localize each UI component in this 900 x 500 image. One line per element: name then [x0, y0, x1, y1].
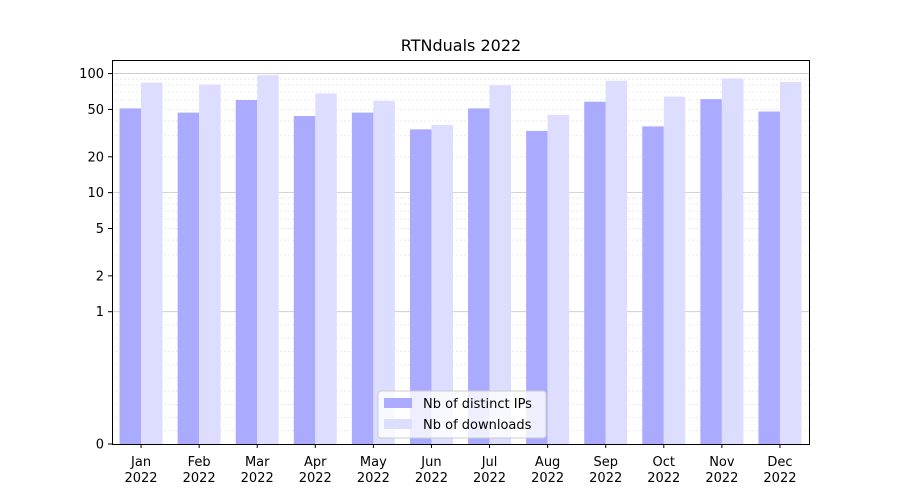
chart-title: RTNduals 2022 [401, 36, 521, 55]
bar-downloads-may [373, 100, 395, 444]
bar-downloads-mar [257, 75, 279, 445]
y-tick-label: 2 [96, 269, 104, 284]
bar-distinct-ips-jan [119, 108, 142, 445]
y-tick-label: 5 [96, 222, 104, 237]
bar-distinct-ips-jul [468, 108, 490, 445]
bar-downloads-feb [199, 84, 221, 444]
bar-distinct-ips-apr [293, 116, 316, 445]
legend-swatch [384, 419, 412, 429]
x-tick-label: Mar 2022 [241, 455, 274, 486]
legend-swatch [384, 398, 412, 408]
bar-downloads-dec [779, 81, 802, 444]
y-tick-label: 10 [87, 186, 104, 201]
y-axis: 0 1 2 5 10 20 50 100 [79, 67, 112, 453]
bar-distinct-ips-sep [584, 101, 606, 444]
bar-downloads-aug [547, 114, 570, 444]
bars [119, 75, 802, 445]
x-tick-label: May 2022 [357, 455, 390, 486]
bar-distinct-ips-feb [177, 112, 200, 444]
x-tick-label: Sep 2022 [589, 455, 622, 486]
y-tick-label: 0 [96, 438, 104, 453]
plot-frame [112, 60, 810, 445]
x-tick-label: Apr 2022 [299, 455, 332, 486]
bar-downloads-apr [315, 93, 337, 444]
bar-downloads-jan [141, 82, 163, 444]
x-axis: Jan 2022 Feb 2022 Mar 2022 Apr 2022 May 2022 Jun 20… [124, 444, 797, 486]
bar-downloads-jun [431, 124, 453, 445]
bar-distinct-ips-dec [758, 111, 780, 444]
y-tick-label: 20 [87, 150, 104, 165]
bar-distinct-ips-aug [526, 130, 548, 445]
legend-label: Nb of distinct IPs [423, 397, 532, 412]
bar-downloads-jul [489, 85, 512, 444]
bar-distinct-ips-nov [700, 99, 722, 445]
grid-lines [112, 73, 809, 432]
x-tick-label: Jan 2022 [124, 455, 157, 486]
x-tick-label: Jun 2022 [415, 455, 448, 486]
bar-distinct-ips-may [351, 112, 374, 444]
y-tick-label: 50 [87, 103, 104, 118]
bar-distinct-ips-oct [642, 126, 664, 445]
x-tick-label: Feb 2022 [183, 455, 216, 486]
x-tick-label: Aug 2022 [531, 455, 564, 486]
y-tick-label: 100 [79, 67, 104, 82]
legend-box [377, 390, 547, 439]
bar-downloads-sep [605, 80, 628, 445]
x-tick-label: Oct 2022 [647, 455, 680, 486]
x-tick-label: Jul 2022 [473, 455, 506, 486]
x-tick-label: Dec 2022 [763, 455, 796, 486]
bar-distinct-ips-jun [409, 129, 432, 445]
y-tick-label: 1 [96, 305, 104, 320]
bar-downloads-nov [721, 78, 744, 444]
bar-distinct-ips-mar [235, 99, 258, 445]
legend-label: Nb of downloads [423, 418, 532, 433]
legend: Nb of distinct IPs Nb of downloads [377, 390, 547, 439]
x-tick-label: Nov 2022 [705, 455, 738, 486]
bar-downloads-oct [663, 96, 686, 445]
